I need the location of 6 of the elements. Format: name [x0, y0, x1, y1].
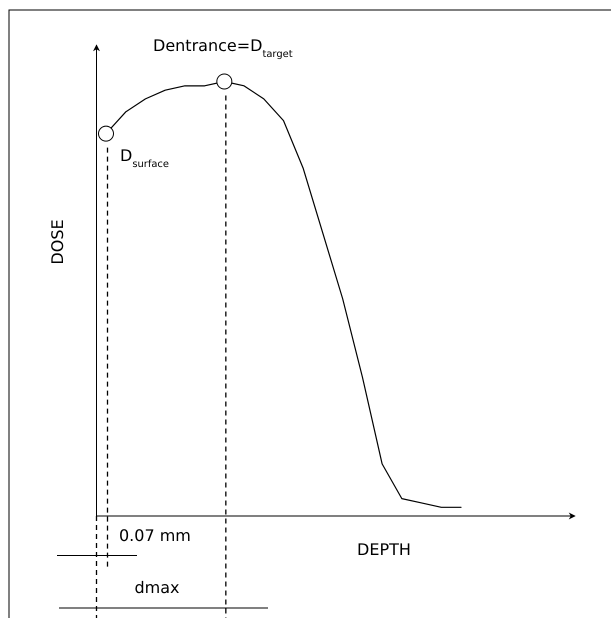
- annotation: Dentrance=D$_{target}$: [153, 36, 293, 60]
- x-axis-title: DEPTH: [357, 540, 411, 559]
- annotation: D$_{surface}$: [120, 146, 169, 170]
- text: 0.07 mm: [119, 526, 191, 545]
- text: dmax: [134, 578, 180, 597]
- y-axis-title: DOSE: [48, 219, 67, 265]
